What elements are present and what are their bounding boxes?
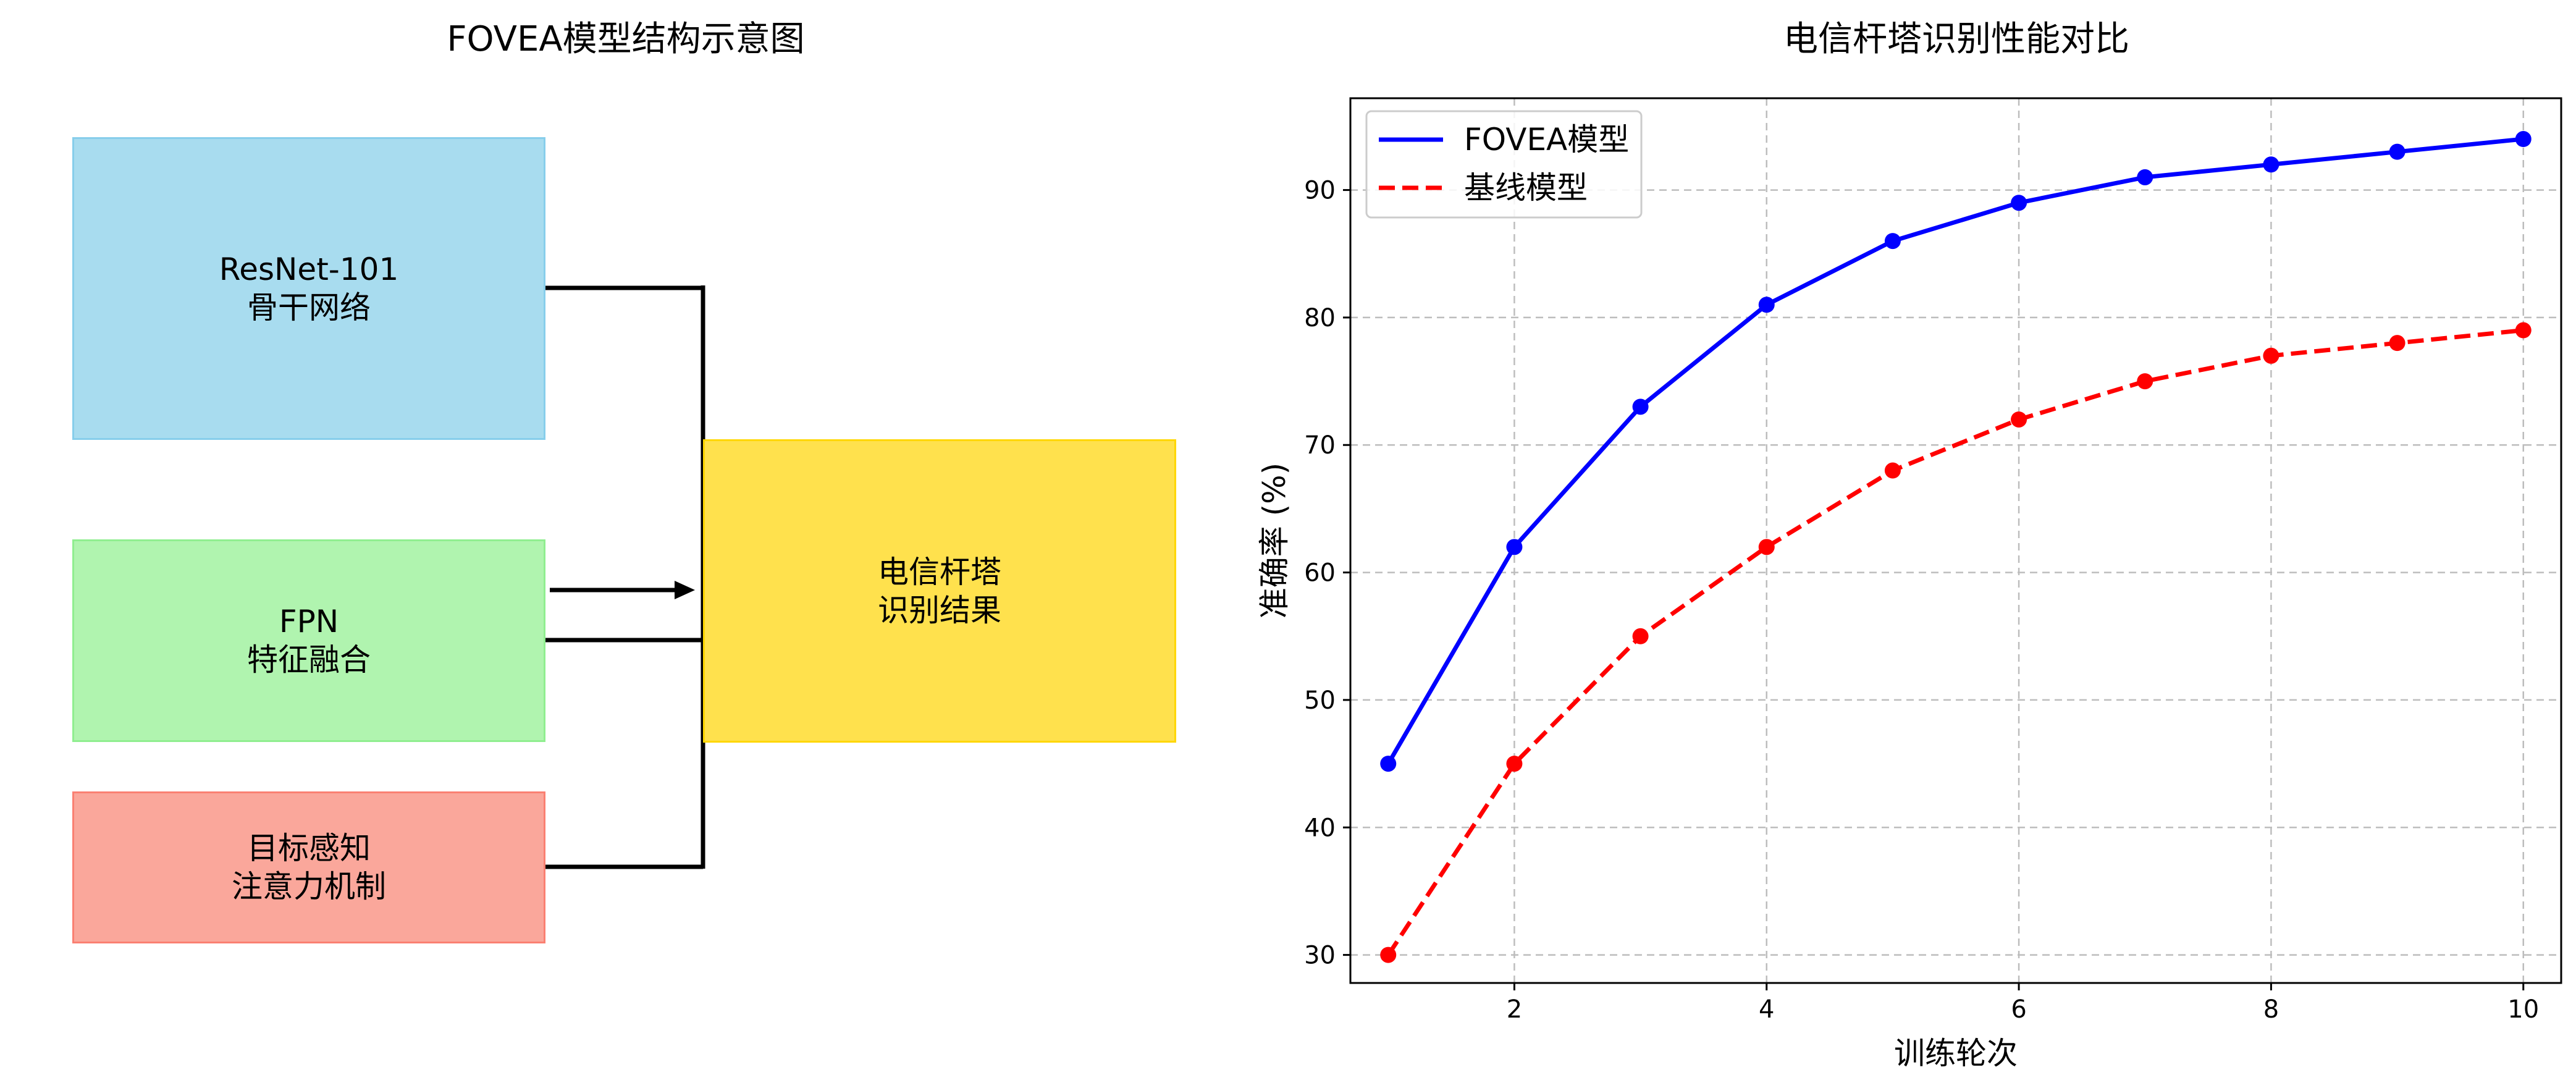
box-attention-line2: 注意力机制 <box>232 869 386 905</box>
x-tick-label: 8 <box>2263 995 2279 1024</box>
x-tick-label: 2 <box>1507 995 1522 1024</box>
y-tick-label: 80 <box>1304 304 1336 332</box>
data-point-fovea <box>1758 297 1775 313</box>
data-point-fovea <box>1884 233 1901 250</box>
x-tick-label: 6 <box>2011 995 2026 1024</box>
box-result-line1: 电信杆塔 <box>878 554 1001 590</box>
data-point-baseline <box>1884 462 1901 479</box>
y-tick-label: 70 <box>1304 431 1336 460</box>
box-fpn: FPN 特征融合 <box>72 539 545 742</box>
series-layer <box>1380 131 2532 963</box>
box-backbone-line2: 骨干网络 <box>247 290 371 326</box>
plot-frame <box>1349 97 2562 984</box>
data-point-fovea <box>1506 539 1523 555</box>
box-backbone-line1: ResNet-101 <box>219 251 399 287</box>
x-axis-label: 训练轮次 <box>1894 1035 2018 1071</box>
legend: FOVEA模型 基线模型 <box>1365 110 1643 219</box>
arrow-head <box>675 581 695 599</box>
chart-title: 电信杆塔识别性能对比 <box>1783 19 2129 59</box>
series-line-fovea <box>1386 137 2524 765</box>
x-tick-label: 10 <box>2507 995 2539 1024</box>
data-point-fovea <box>2011 195 2027 211</box>
y-tick-label: 40 <box>1304 814 1336 842</box>
box-backbone: ResNet-101 骨干网络 <box>72 137 545 440</box>
data-point-baseline <box>1632 628 1649 644</box>
data-point-fovea <box>2137 169 2153 185</box>
ticks: 2 4 6 8 10 30 40 50 60 70 80 90 <box>1304 177 2539 1024</box>
data-point-fovea <box>1380 756 1397 772</box>
legend-label-fovea: FOVEA模型 <box>1464 122 1629 158</box>
x-tick-label: 4 <box>1759 995 1774 1024</box>
y-tick-label: 50 <box>1304 686 1336 715</box>
grid <box>1350 98 2561 983</box>
diagram-title: FOVEA模型结构示意图 <box>447 19 805 59</box>
y-tick-label: 90 <box>1304 177 1336 205</box>
data-point-fovea <box>2389 143 2406 160</box>
data-point-fovea <box>1632 399 1649 415</box>
y-tick-label: 60 <box>1304 559 1336 588</box>
box-fpn-line2: 特征融合 <box>247 642 371 678</box>
y-axis-label: 准确率 (%) <box>1256 463 1292 618</box>
box-result: 电信杆塔 识别结果 <box>703 439 1176 743</box>
series-line-baseline <box>1386 328 2524 956</box>
data-point-baseline <box>2011 411 2027 428</box>
data-point-baseline <box>2389 335 2406 352</box>
box-fpn-line1: FPN <box>279 604 339 639</box>
data-point-baseline <box>2137 373 2153 390</box>
box-attention-line1: 目标感知 <box>247 830 371 866</box>
data-point-baseline <box>1380 947 1397 963</box>
data-point-baseline <box>2515 322 2532 339</box>
data-point-fovea <box>2515 131 2532 148</box>
box-attention: 目标感知 注意力机制 <box>72 791 545 943</box>
data-point-baseline <box>2263 347 2279 364</box>
box-result-line2: 识别结果 <box>878 592 1001 628</box>
data-point-baseline <box>1758 539 1775 555</box>
y-tick-label: 30 <box>1304 942 1336 970</box>
data-point-baseline <box>1506 756 1523 772</box>
legend-label-baseline: 基线模型 <box>1464 170 1588 206</box>
data-point-fovea <box>2263 156 2279 173</box>
